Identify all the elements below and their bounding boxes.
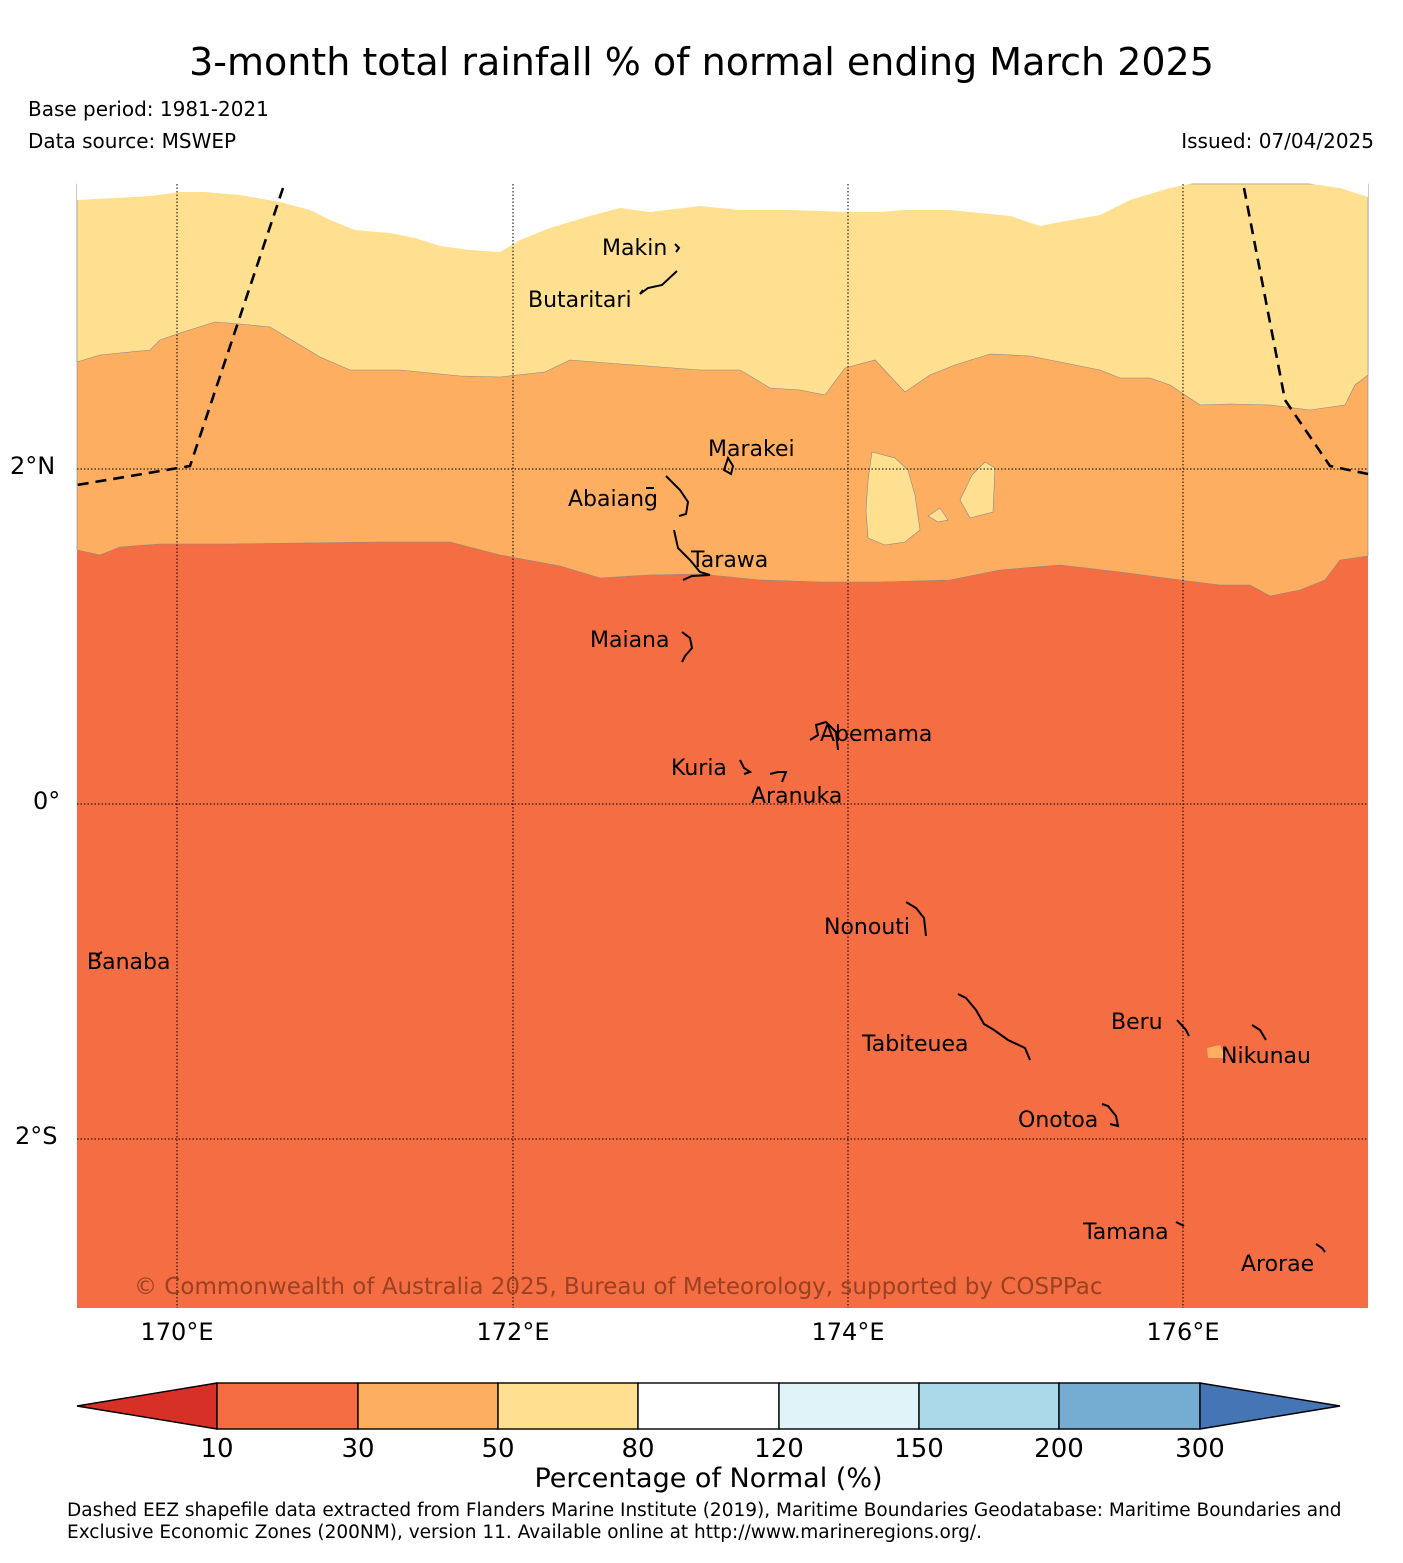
colorbar-tick-50: 50 — [481, 1434, 515, 1464]
kuria-outline — [739, 759, 753, 775]
region-no-data-top — [77, 150, 1368, 252]
colorbar-120-150 — [778, 1382, 920, 1430]
island-label-kuria: Kuria — [671, 756, 727, 781]
maiana-outline — [681, 631, 694, 663]
island-label-maiana: Maiana — [590, 628, 670, 653]
island-outlines — [95, 243, 1326, 1253]
lat-label-2n: 2°N — [10, 452, 56, 480]
colorbar-tick-80: 80 — [621, 1434, 655, 1464]
makin-outline — [674, 243, 681, 253]
island-label-onotoa: Onotoa — [1018, 1108, 1099, 1133]
beru-outline — [1176, 1019, 1190, 1037]
eez-boundary — [76, 187, 1369, 487]
island-label-marakei: Marakei — [708, 437, 795, 462]
abemama-outline — [809, 720, 839, 751]
colorbar — [76, 1382, 1341, 1430]
footnote: Dashed EEZ shapefile data extracted from… — [67, 1500, 1342, 1543]
island-label-makin: Makin — [602, 236, 668, 261]
lon-label-172e: 172°E — [476, 1318, 550, 1346]
tabiteuea-outline — [957, 993, 1031, 1061]
nonouti-outline — [905, 901, 927, 937]
colorbar-30-50 — [357, 1382, 499, 1430]
colorbar-tick-30: 30 — [341, 1434, 375, 1464]
butaritari-outline — [639, 270, 678, 295]
island-label-tabiteuea: Tabiteuea — [862, 1032, 969, 1057]
colorbar-tick-120: 120 — [754, 1434, 804, 1464]
base-period: Base period: 1981-2021 — [28, 97, 269, 121]
data-source: Data source: MSWEP — [28, 129, 237, 153]
lon-label-176e: 176°E — [1146, 1318, 1220, 1346]
tamana-outline — [1175, 1221, 1185, 1227]
colorbar-below-10 — [76, 1382, 218, 1430]
colorbar-tick-10: 10 — [200, 1434, 234, 1464]
copyright-notice: © Commonwealth of Australia 2025, Bureau… — [134, 1274, 1103, 1300]
colorbar-200-300 — [1058, 1382, 1201, 1430]
region-50-80-pocket — [959, 461, 996, 519]
colorbar-tick-300: 300 — [1175, 1434, 1225, 1464]
nikunau-outline — [1251, 1024, 1267, 1041]
aranuka-outline — [769, 771, 788, 783]
island-label-beru: Beru — [1111, 1010, 1163, 1035]
island-label-nikunau: Nikunau — [1221, 1044, 1311, 1069]
colorbar-above-300 — [1199, 1382, 1341, 1430]
island-label-tarawa: Tarawa — [691, 548, 769, 573]
onotoa-outline — [1101, 1103, 1120, 1128]
region-50-80-pocket — [865, 451, 921, 546]
issued-date: Issued: 07/04/2025 — [1181, 129, 1374, 153]
island-label-aranuka: Aranuka — [751, 784, 843, 809]
lat-label-2s: 2°S — [15, 1122, 58, 1150]
island-label-tamana: Tamana — [1083, 1220, 1169, 1245]
island-label-butaritari: Butaritari — [528, 288, 632, 313]
abaiang-outline — [665, 475, 690, 517]
colorbar-tick-150: 150 — [894, 1434, 944, 1464]
arorae-outline — [1315, 1243, 1326, 1253]
colorbar-50-80 — [497, 1382, 639, 1430]
lon-label-170e: 170°E — [140, 1318, 214, 1346]
region-50-80-pocket — [927, 507, 949, 523]
lat-label-0: 0° — [33, 787, 61, 815]
region-30-50-pocket — [1207, 1045, 1226, 1058]
island-label-abaiang: Abaiang — [568, 487, 658, 512]
region-50-80 — [76, 183, 1369, 411]
island-label-arorae: Arorae — [1241, 1252, 1315, 1277]
colorbar-tick-200: 200 — [1034, 1434, 1084, 1464]
island-label-banaba: Banaba — [87, 950, 171, 975]
banaba-outline — [95, 951, 103, 957]
island-label-nonouti: Nonouti — [824, 915, 911, 940]
colorbar-10-30 — [216, 1382, 359, 1430]
island-label-abemama: Abemama — [820, 722, 933, 747]
colorbar-150-200 — [918, 1382, 1060, 1430]
colorbar-title: Percentage of Normal (%) — [534, 1463, 883, 1494]
tarawa-outline — [673, 529, 711, 581]
marakei-outline — [722, 455, 735, 476]
page-title: 3-month total rainfall % of normal endin… — [189, 40, 1214, 84]
lon-label-174e: 174°E — [811, 1318, 885, 1346]
colorbar-80-120 — [637, 1382, 780, 1430]
gridlines — [77, 184, 1368, 1308]
